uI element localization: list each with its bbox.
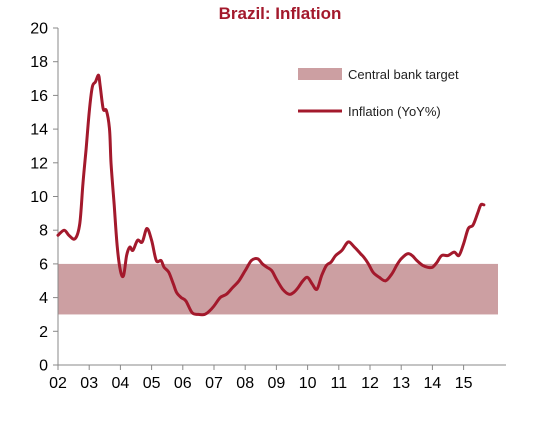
series-line-inflation <box>56 73 486 317</box>
x-tick-label: 03 <box>80 375 98 392</box>
x-tick-label: 05 <box>143 375 161 392</box>
y-tick-label: 20 <box>30 21 48 38</box>
x-tick-label: 12 <box>361 375 379 392</box>
y-tick-label: 12 <box>30 155 48 172</box>
y-tick-label: 2 <box>39 324 48 341</box>
y-tick-label: 6 <box>39 256 48 273</box>
legend-swatch-band <box>298 68 342 80</box>
x-tick-label: 15 <box>455 375 473 392</box>
x-tick-label: 09 <box>268 375 286 392</box>
x-tick-label: 08 <box>236 375 254 392</box>
legend-label-line: Inflation (YoY%) <box>348 104 441 119</box>
y-tick-label: 4 <box>39 290 48 307</box>
y-tick-label: 18 <box>30 54 48 71</box>
x-tick-label: 02 <box>49 375 67 392</box>
x-tick-label: 10 <box>299 375 317 392</box>
legend-label-band: Central bank target <box>348 67 459 82</box>
x-tick-label: 07 <box>205 375 223 392</box>
y-tick-label: 8 <box>39 223 48 240</box>
x-tick-label: 04 <box>112 375 130 392</box>
x-tick-label: 14 <box>424 375 442 392</box>
x-tick-label: 13 <box>392 375 410 392</box>
x-tick-label: 06 <box>174 375 192 392</box>
target-band <box>58 263 498 315</box>
x-tick-label: 11 <box>330 375 347 392</box>
chart-title: Brazil: Inflation <box>218 4 342 23</box>
y-tick-label: 10 <box>30 189 48 206</box>
y-tick-label: 14 <box>30 122 48 139</box>
y-tick-label: 16 <box>30 88 48 105</box>
y-tick-label: 0 <box>39 358 48 375</box>
